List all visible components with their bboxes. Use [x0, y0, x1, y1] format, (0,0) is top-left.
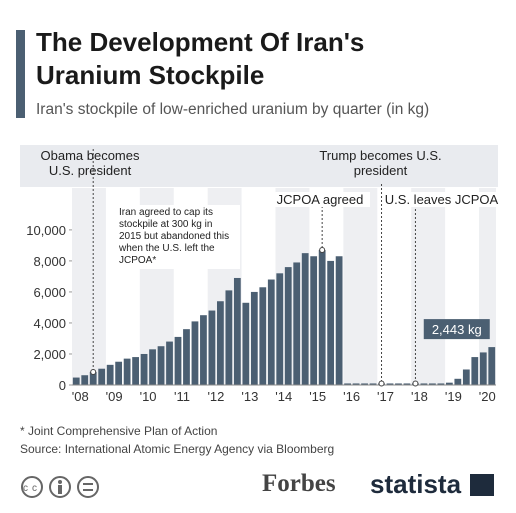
bar: [115, 361, 123, 385]
x-tick-label: '08: [72, 389, 89, 404]
event-label: Trump becomes U.S. president: [319, 148, 442, 178]
bar: [200, 315, 207, 385]
bar: [191, 321, 199, 385]
year-band: [72, 188, 106, 385]
bar: [318, 250, 326, 385]
bar: [183, 329, 190, 385]
footnote: * Joint Comprehensive Plan of Action: [20, 424, 218, 438]
bar: [420, 383, 428, 385]
event-label: Obama becomes U.S. president: [40, 148, 140, 178]
bar: [140, 353, 148, 385]
bar: [445, 382, 453, 385]
bar: [250, 291, 258, 385]
bar: [242, 302, 250, 385]
license-icons: cc: [20, 474, 110, 503]
bar: [149, 349, 156, 385]
subtitle: Iran's stockpile of low-enriched uranium…: [36, 101, 430, 118]
bar: [81, 375, 89, 385]
bar: [157, 346, 165, 385]
event-label: U.S. leaves JCPOA: [384, 192, 499, 207]
event-label: JCPOA agreed: [270, 192, 370, 207]
bar: [361, 383, 368, 385]
bar: [166, 341, 173, 385]
bar: [106, 364, 114, 385]
bar: [276, 273, 284, 385]
bar: [462, 369, 470, 385]
x-tick-label: '14: [275, 389, 292, 404]
title-accent: [16, 30, 25, 118]
bar: [89, 371, 97, 385]
year-band: [343, 188, 378, 385]
x-tick-label: '09: [106, 389, 123, 404]
bar: [310, 256, 318, 385]
x-tick-label: '15: [309, 389, 326, 404]
event-dot: [412, 380, 419, 387]
forbes-logo: Forbes: [262, 470, 336, 497]
source: Source: International Atomic Energy Agen…: [20, 442, 335, 456]
bar: [429, 383, 436, 385]
bar: [72, 377, 80, 385]
y-tick-label: 8,000: [33, 254, 66, 269]
x-tick-label: '17: [377, 389, 394, 404]
x-tick-label: '13: [241, 389, 258, 404]
bar: [225, 290, 233, 385]
x-tick-label: '19: [445, 389, 462, 404]
year-band: [411, 188, 446, 385]
bar: [471, 357, 479, 385]
x-tick-label: '20: [479, 389, 496, 404]
event-dot: [378, 380, 385, 387]
chart-title: The Development Of Iran's Uranium Stockp…: [36, 27, 365, 90]
bar: [454, 378, 462, 385]
y-tick-label: 4,000: [33, 316, 66, 331]
bar: [437, 383, 445, 385]
y-tick-label: 6,000: [33, 285, 66, 300]
bar: [174, 336, 182, 385]
value-label: 2,443 kg: [432, 322, 482, 337]
bar: [344, 383, 351, 385]
bar: [259, 287, 267, 385]
bar: [267, 279, 275, 385]
bar: [488, 347, 496, 385]
bar: [403, 383, 411, 385]
bar: [386, 383, 394, 385]
event-dot: [319, 247, 326, 254]
bar: [369, 383, 377, 385]
bar: [293, 262, 301, 385]
bar: [217, 301, 224, 385]
statista-icon: [470, 474, 494, 496]
note-box: Iran agreed to cap its stockpile at 300 …: [116, 205, 240, 269]
event-dot: [90, 368, 97, 375]
x-tick-label: '12: [207, 389, 224, 404]
y-tick-label: 2,000: [33, 347, 66, 362]
value-label-box: [423, 319, 490, 340]
bar: [98, 368, 106, 385]
statista-logo: statista: [370, 469, 462, 499]
x-tick-label: '10: [140, 389, 157, 404]
bar: [233, 277, 241, 385]
y-tick-label: 10,000: [26, 223, 66, 238]
x-tick-label: '11: [174, 389, 190, 404]
event-band: [20, 145, 498, 187]
bar: [284, 267, 292, 385]
bar: [352, 383, 360, 385]
bar: [479, 352, 487, 385]
y-tick-label: 0: [59, 378, 66, 393]
svg-text:cc: cc: [23, 483, 41, 494]
bar: [132, 357, 139, 385]
bar: [395, 383, 402, 385]
bar: [301, 253, 309, 385]
bar: [335, 256, 343, 385]
bar: [123, 358, 131, 385]
bar: [327, 260, 335, 385]
x-tick-label: '16: [343, 389, 360, 404]
bar: [208, 310, 216, 385]
x-tick-label: '18: [411, 389, 428, 404]
